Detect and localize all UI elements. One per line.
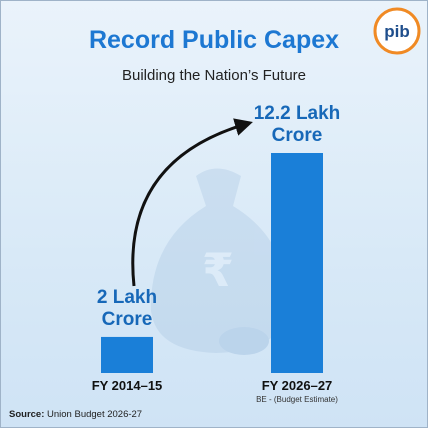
value-label: 12.2 Lakh Crore xyxy=(253,103,341,146)
chart-subtitle: Building the Nation’s Future xyxy=(122,67,306,84)
x-tick-label: FY 2014–15 xyxy=(91,378,163,393)
value-label: 2 Lakh Crore xyxy=(96,286,158,330)
logo-text: pib xyxy=(384,22,410,41)
source: Source: Union Budget 2026-27 xyxy=(9,409,142,420)
growth-arrow xyxy=(131,118,253,287)
bar xyxy=(101,336,153,373)
money-bag-decoration: ₹ xyxy=(150,168,287,355)
source-text: Union Budget 2026-27 xyxy=(47,409,142,420)
source-label: Source: xyxy=(9,409,44,420)
logo: pib xyxy=(373,7,421,55)
note: BE - (Budget Estimate) xyxy=(256,395,338,404)
svg-text:₹: ₹ xyxy=(202,244,234,296)
x-tick-label: FY 2026–27 xyxy=(261,378,333,393)
chart-title: Record Public Capex xyxy=(89,26,339,54)
bar xyxy=(271,153,323,373)
